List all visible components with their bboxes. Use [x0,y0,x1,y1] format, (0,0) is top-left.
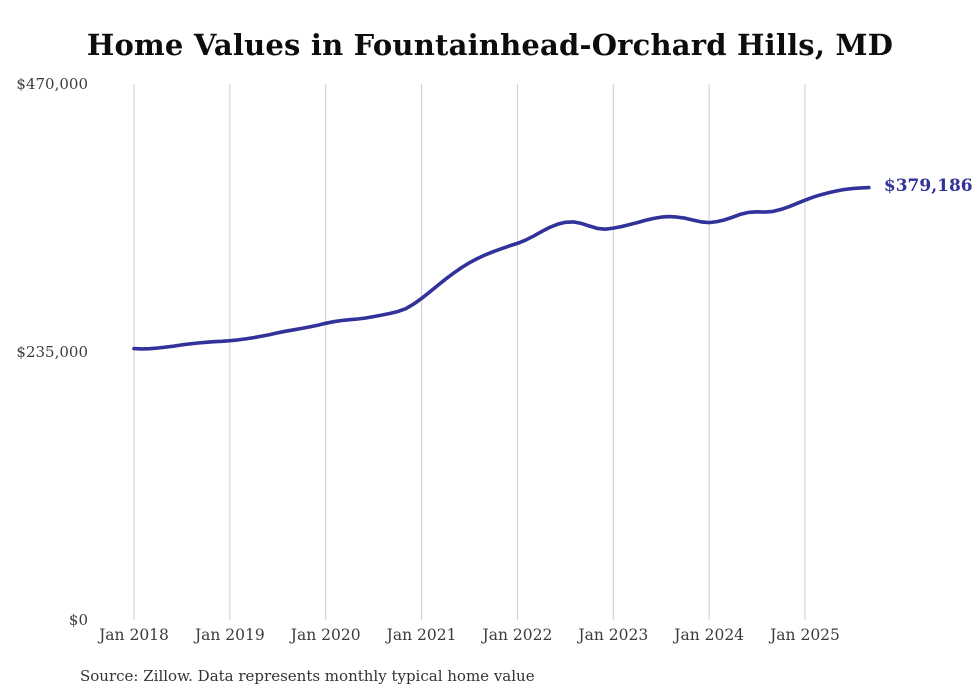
chart-title: Home Values in Fountainhead-Orchard Hill… [86,28,894,62]
current-value-label: $379,186 [883,175,973,196]
x-axis-tick-label: Jan 2020 [290,626,361,644]
y-axis-tick-label: $235,000 [16,343,88,361]
source-note: Source: Zillow. Data represents monthly … [80,667,535,685]
x-axis-tick-label: Jan 2019 [194,626,265,644]
x-axis-tick-label: Jan 2021 [386,626,457,644]
x-axis-tick-label: Jan 2018 [99,626,169,644]
x-axis-tick-label: Jan 2023 [578,626,649,644]
y-axis-tick-label: $470,000 [16,75,88,93]
x-axis-tick-label: Jan 2025 [770,626,840,644]
x-axis-tick-label: Jan 2022 [482,626,553,644]
home-value-series-line [132,185,871,351]
y-axis-tick-label: $0 [68,611,88,629]
x-axis-tick-label: Jan 2024 [674,626,745,644]
